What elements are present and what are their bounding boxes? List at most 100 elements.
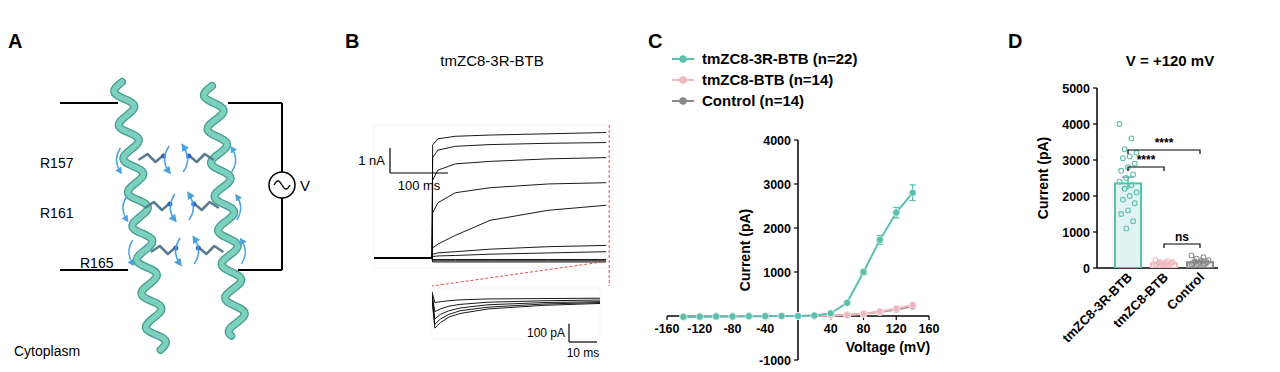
membrane-line bbox=[228, 102, 282, 104]
motion-arrow bbox=[237, 196, 241, 220]
x-tick-label: tmZC8-BTB bbox=[1110, 270, 1171, 331]
y-tick-label: 2000 bbox=[763, 222, 791, 236]
data-point bbox=[909, 301, 916, 308]
y-axis-label: Current (pA) bbox=[737, 209, 753, 291]
scale-bar bbox=[568, 324, 569, 342]
y-tick-label: 4000 bbox=[1062, 118, 1090, 132]
data-point bbox=[1132, 201, 1137, 206]
legend-label: tmZC8-BTB (n=14) bbox=[702, 71, 833, 88]
motion-arrow bbox=[194, 238, 199, 264]
y-axis bbox=[1096, 88, 1098, 268]
current-trace bbox=[374, 245, 606, 258]
data-point bbox=[876, 236, 883, 243]
data-point bbox=[696, 313, 703, 320]
membrane-line bbox=[281, 198, 283, 270]
current-trace bbox=[374, 143, 606, 258]
data-point bbox=[680, 313, 687, 320]
panel-label: B bbox=[345, 30, 359, 52]
side-chain bbox=[138, 154, 162, 162]
legend: tmZC8-3R-BTB (n=22) tmZC8-BTB (n=14) Contr… bbox=[672, 50, 857, 109]
sine-symbol bbox=[274, 181, 290, 189]
data-point bbox=[811, 312, 818, 319]
x-tick-label: -80 bbox=[723, 322, 741, 336]
x-tick-label: 120 bbox=[886, 322, 907, 336]
scale-bar bbox=[569, 341, 597, 342]
current-trace bbox=[432, 293, 600, 311]
motion-arrow bbox=[116, 148, 120, 172]
traces bbox=[432, 292, 600, 328]
current-trace bbox=[374, 252, 606, 258]
data-point bbox=[844, 312, 851, 319]
side-chain bbox=[199, 246, 223, 254]
data-point bbox=[696, 313, 703, 320]
data-point bbox=[680, 313, 687, 320]
scale-bar-label: 1 nA bbox=[358, 153, 385, 168]
data-point bbox=[745, 313, 752, 320]
data-point bbox=[1121, 197, 1126, 202]
scale-bar-label: 10 ms bbox=[567, 346, 600, 360]
y-tick bbox=[1093, 267, 1097, 268]
significance-bracket bbox=[1128, 167, 1164, 171]
motion-arrow bbox=[241, 240, 245, 264]
helix-edge bbox=[204, 86, 245, 336]
helix bbox=[204, 86, 245, 336]
y-tick-label: 1000 bbox=[1062, 226, 1090, 240]
motion-arrow bbox=[165, 146, 170, 172]
legend-label: tmZC8-3R-BTB (n=22) bbox=[702, 50, 857, 67]
residue-label: R161 bbox=[40, 205, 74, 221]
scale-bar bbox=[390, 172, 448, 173]
y-tick bbox=[794, 227, 798, 228]
y-tick-label: 3000 bbox=[1062, 154, 1090, 168]
y-axis-label: Current (pA) bbox=[1035, 137, 1051, 219]
y-tick-label: 5000 bbox=[1062, 82, 1090, 96]
data-point bbox=[844, 299, 851, 306]
data-point bbox=[713, 313, 720, 320]
data-point bbox=[1129, 136, 1134, 141]
data-point bbox=[1158, 263, 1163, 268]
data-point bbox=[1119, 168, 1124, 173]
panel-b: BtmZC8-3R-BTB1 nA100 ms100 pA10 ms bbox=[345, 30, 612, 360]
data-point bbox=[794, 312, 801, 319]
zoom-guide bbox=[432, 262, 602, 286]
plot-area bbox=[1115, 122, 1213, 268]
significance-bracket bbox=[1128, 150, 1200, 154]
scale-bar-label: 100 ms bbox=[398, 178, 441, 193]
legend-label: Control (n=14) bbox=[702, 92, 804, 109]
data-point bbox=[893, 209, 900, 216]
y-tick bbox=[1093, 195, 1097, 196]
motion-arrow bbox=[129, 240, 133, 264]
plot-frame bbox=[374, 125, 612, 268]
residue-label: R165 bbox=[80, 255, 114, 271]
data-point bbox=[1165, 263, 1170, 268]
y-tick bbox=[794, 359, 798, 360]
motion-arrow bbox=[176, 238, 181, 264]
current-trace bbox=[374, 158, 606, 258]
x-tick-label: 160 bbox=[919, 322, 940, 336]
x-tick-label: -160 bbox=[654, 322, 679, 336]
x-tick-label: 40 bbox=[824, 322, 838, 336]
data-point bbox=[729, 313, 736, 320]
error-bar bbox=[893, 207, 899, 218]
data-point bbox=[860, 310, 867, 317]
data-point bbox=[713, 313, 720, 320]
motion-arrow bbox=[123, 196, 127, 220]
data-point bbox=[1189, 253, 1194, 258]
y-tick-label: -1000 bbox=[759, 354, 791, 368]
current-trace bbox=[432, 292, 600, 303]
residue-label: R157 bbox=[40, 155, 74, 171]
y-tick-label: 3000 bbox=[763, 178, 791, 192]
data-point bbox=[762, 312, 769, 319]
chart-title: tmZC8-3R-BTB bbox=[440, 52, 543, 69]
data-point bbox=[1124, 226, 1129, 231]
panel-c: C-160-120-80-404080120160-10001000200030… bbox=[648, 30, 939, 368]
panel-label: D bbox=[1008, 30, 1022, 52]
data-point bbox=[1119, 212, 1124, 217]
data-point bbox=[1117, 122, 1122, 127]
error-bar bbox=[861, 269, 867, 274]
motion-arrow bbox=[232, 148, 236, 172]
data-point bbox=[713, 313, 720, 320]
data-point bbox=[876, 308, 883, 315]
y-tick-label: 2000 bbox=[1062, 190, 1090, 204]
data-point bbox=[1153, 262, 1158, 267]
data-point bbox=[1127, 154, 1132, 159]
